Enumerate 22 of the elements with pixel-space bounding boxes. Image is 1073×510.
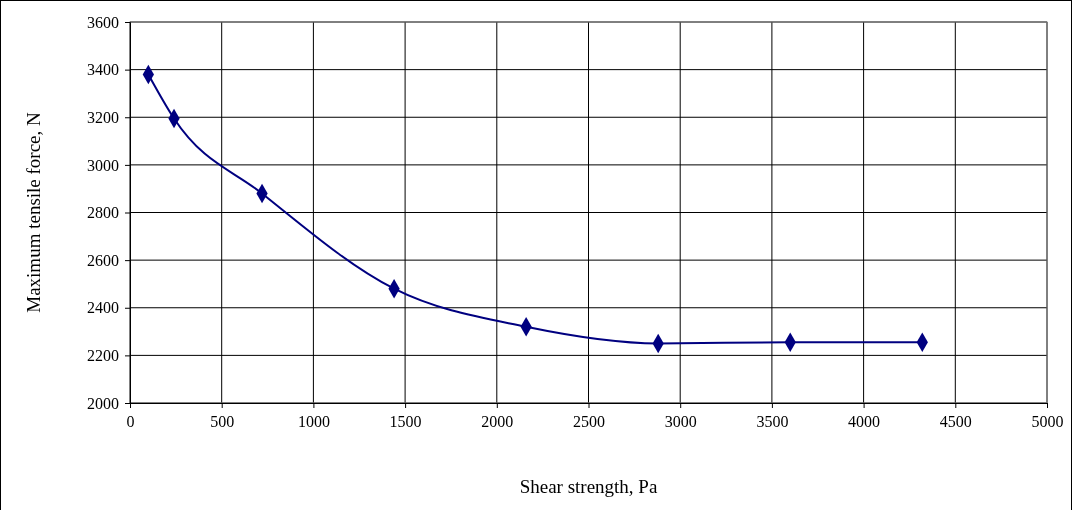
x-tick-label: 4000	[848, 413, 881, 431]
y-tick-label: 2000	[87, 394, 119, 412]
x-tick-label: 4500	[939, 413, 972, 431]
y-tick-label: 2200	[87, 346, 119, 364]
y-tick-label: 2800	[87, 204, 119, 222]
x-tick-label: 2000	[481, 413, 514, 431]
x-tick-label: 0	[126, 413, 135, 431]
y-tick-label: 3000	[87, 156, 119, 174]
x-axis-title: Shear strength, Pa	[519, 476, 658, 497]
y-tick-label: 3200	[87, 108, 119, 126]
y-axis-title: Maximum tensile force, N	[23, 111, 44, 313]
x-tick-label: 5000	[1031, 413, 1064, 431]
y-tick-label: 3600	[87, 13, 119, 31]
x-tick-label: 3000	[664, 413, 697, 431]
y-tick-label: 2600	[87, 251, 119, 269]
x-tick-label: 500	[210, 413, 235, 431]
x-tick-label: 3500	[756, 413, 789, 431]
x-tick-label: 1000	[297, 413, 330, 431]
x-tick-label: 1500	[389, 413, 422, 431]
y-tick-label: 3400	[87, 61, 119, 79]
x-tick-label: 2500	[573, 413, 605, 431]
y-tick-label: 2400	[87, 299, 119, 317]
